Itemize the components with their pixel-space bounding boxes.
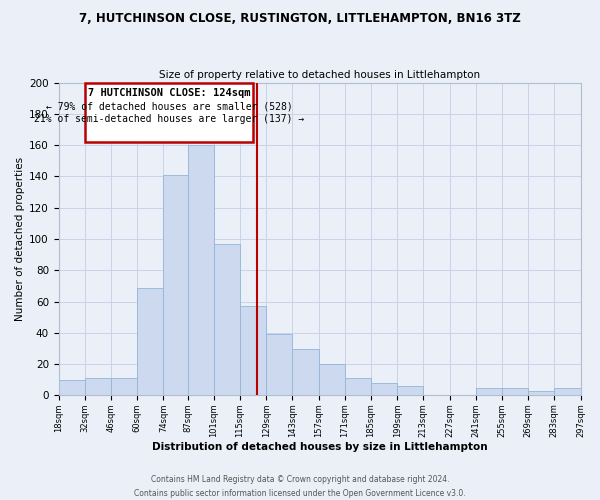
Bar <box>111 378 137 396</box>
Bar <box>502 388 528 396</box>
Text: 7 HUTCHINSON CLOSE: 124sqm: 7 HUTCHINSON CLOSE: 124sqm <box>88 88 250 98</box>
X-axis label: Distribution of detached houses by size in Littlehampton: Distribution of detached houses by size … <box>152 442 487 452</box>
Bar <box>345 378 371 396</box>
Text: 7, HUTCHINSON CLOSE, RUSTINGTON, LITTLEHAMPTON, BN16 3TZ: 7, HUTCHINSON CLOSE, RUSTINGTON, LITTLEH… <box>79 12 521 26</box>
Bar <box>554 388 581 396</box>
Bar <box>240 306 266 396</box>
Title: Size of property relative to detached houses in Littlehampton: Size of property relative to detached ho… <box>159 70 480 81</box>
Bar <box>292 348 319 396</box>
Bar <box>137 288 163 396</box>
Bar <box>397 386 424 396</box>
Bar <box>59 380 85 396</box>
Bar <box>319 364 345 396</box>
Bar <box>476 388 502 396</box>
Y-axis label: Number of detached properties: Number of detached properties <box>15 157 25 321</box>
Bar <box>85 378 111 396</box>
Text: Contains HM Land Registry data © Crown copyright and database right 2024.
Contai: Contains HM Land Registry data © Crown c… <box>134 476 466 498</box>
FancyBboxPatch shape <box>85 82 253 142</box>
Text: 21% of semi-detached houses are larger (137) →: 21% of semi-detached houses are larger (… <box>34 114 304 124</box>
Bar <box>528 390 554 396</box>
Bar <box>266 334 292 396</box>
Bar <box>214 244 240 396</box>
Bar <box>163 175 188 396</box>
Text: ← 79% of detached houses are smaller (528): ← 79% of detached houses are smaller (52… <box>46 102 292 112</box>
Bar <box>371 383 397 396</box>
Bar <box>188 145 214 396</box>
